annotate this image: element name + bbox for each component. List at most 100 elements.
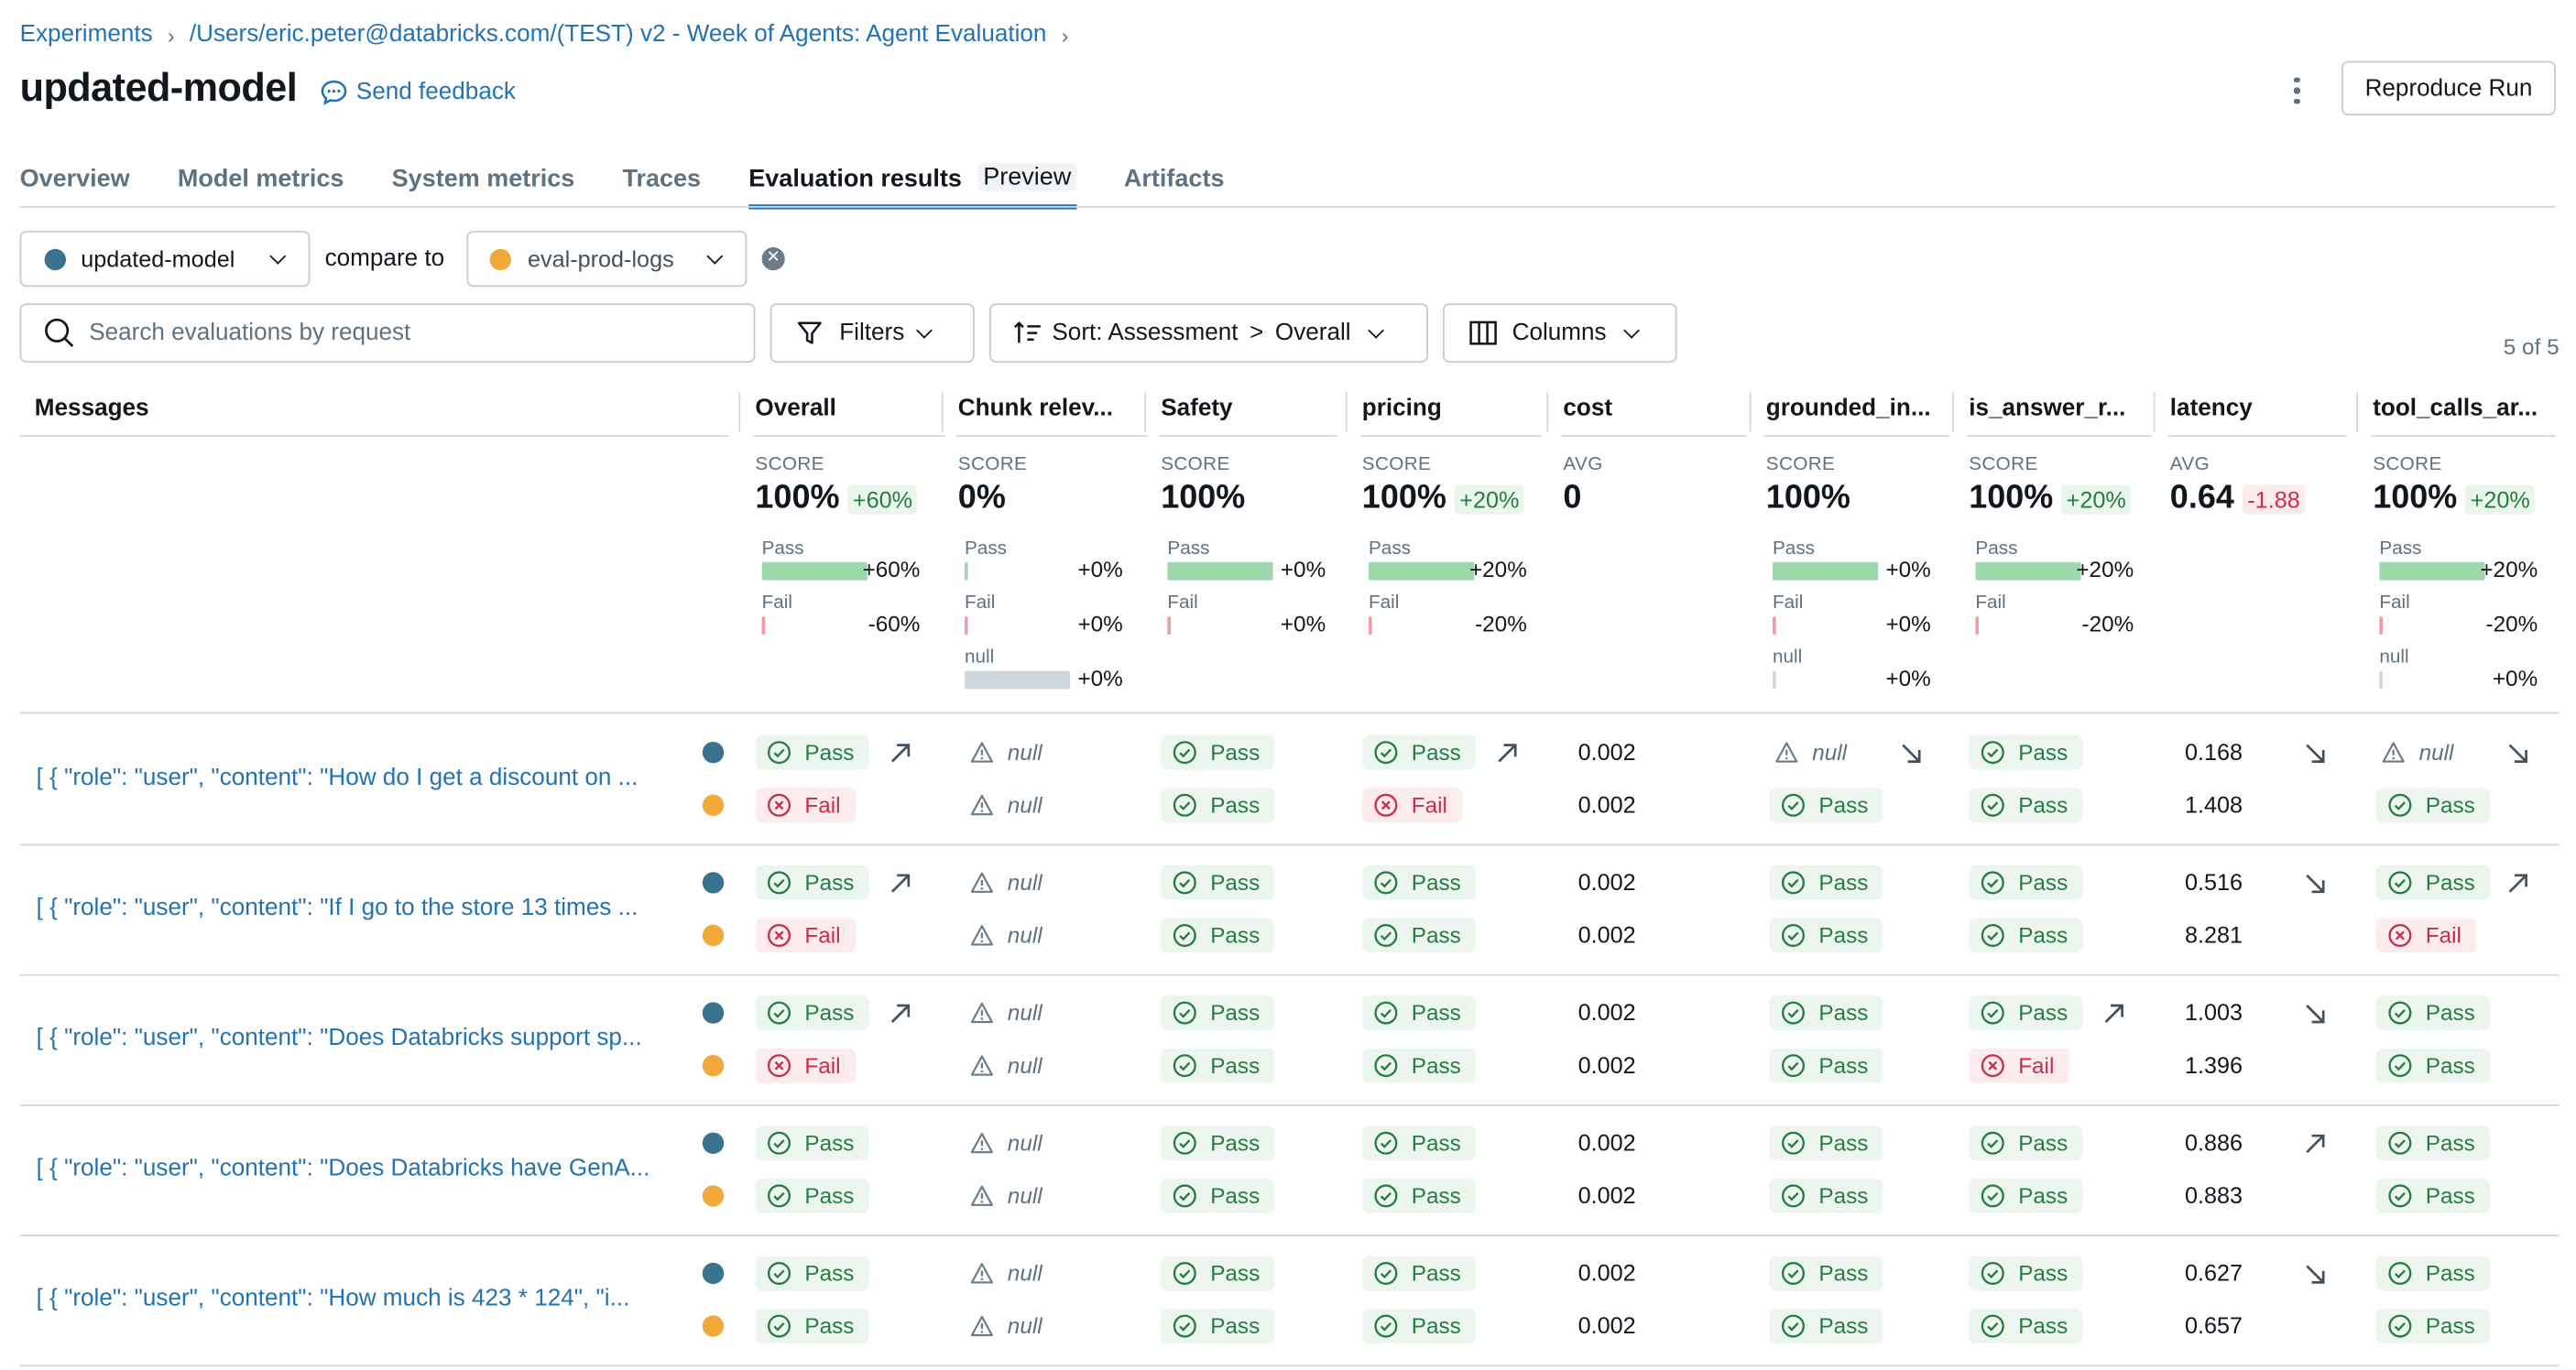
run-select-compare[interactable]: eval-prod-logs: [466, 231, 748, 288]
assessment-null-badge[interactable]: null: [1769, 735, 1861, 770]
request-message-link[interactable]: [ { "role": "user", "content": "Does Dat…: [36, 1155, 650, 1182]
column-header-tool-calls-ar[interactable]: tool_calls_ar...: [2373, 396, 2538, 422]
column-divider[interactable]: [2153, 392, 2156, 432]
assessment-pass-badge[interactable]: Pass: [1969, 865, 2083, 900]
assessment-pass-badge[interactable]: Pass: [1161, 788, 1275, 823]
column-header-latency[interactable]: latency: [2169, 396, 2253, 422]
column-divider[interactable]: [1546, 392, 1549, 432]
assessment-fail-badge[interactable]: Fail: [755, 788, 856, 823]
assessment-null-badge[interactable]: null: [965, 735, 1057, 770]
more-options-icon[interactable]: [2282, 72, 2311, 109]
column-header-pricing[interactable]: pricing: [1361, 396, 1442, 422]
tab-model-metrics[interactable]: Model metrics: [177, 165, 344, 193]
tab-traces[interactable]: Traces: [622, 165, 702, 193]
column-header-cost[interactable]: cost: [1563, 396, 1613, 422]
assessment-fail-badge[interactable]: Fail: [1361, 788, 1463, 823]
assessment-pass-badge[interactable]: Pass: [1969, 918, 2083, 953]
assessment-pass-badge[interactable]: Pass: [1361, 1048, 1477, 1083]
run-select-primary[interactable]: updated-model: [19, 231, 311, 288]
tab-overview[interactable]: Overview: [19, 165, 130, 193]
assessment-pass-badge[interactable]: Pass: [1361, 918, 1477, 953]
column-divider[interactable]: [941, 392, 944, 432]
tab-evaluation-results[interactable]: Evaluation results Preview: [748, 163, 1076, 210]
assessment-fail-badge[interactable]: Fail: [755, 918, 856, 953]
assessment-pass-badge[interactable]: Pass: [2375, 1179, 2491, 1213]
assessment-fail-badge[interactable]: Fail: [755, 1048, 856, 1083]
column-divider[interactable]: [1144, 392, 1146, 432]
breadcrumb-experiment-path[interactable]: /Users/eric.peter@databricks.com/(TEST) …: [189, 21, 1047, 49]
request-message-link[interactable]: [ { "role": "user", "content": "How do I…: [36, 765, 639, 791]
assessment-pass-badge[interactable]: Pass: [1161, 1309, 1275, 1343]
assessment-pass-badge[interactable]: Pass: [2375, 1048, 2491, 1083]
assessment-null-badge[interactable]: null: [965, 995, 1057, 1030]
assessment-pass-badge[interactable]: Pass: [1361, 1125, 1477, 1161]
assessment-fail-badge[interactable]: Fail: [1969, 1048, 2069, 1083]
assessment-null-badge[interactable]: null: [2376, 735, 2469, 770]
assessment-pass-badge[interactable]: Pass: [1161, 1125, 1275, 1161]
assessment-null-badge[interactable]: null: [965, 1256, 1057, 1291]
assessment-pass-badge[interactable]: Pass: [1161, 1048, 1275, 1083]
assessment-pass-badge[interactable]: Pass: [1161, 1179, 1275, 1213]
assessment-pass-badge[interactable]: Pass: [2375, 995, 2491, 1030]
assessment-pass-badge[interactable]: Pass: [1969, 788, 2083, 823]
assessment-null-badge[interactable]: null: [965, 788, 1057, 822]
assessment-pass-badge[interactable]: Pass: [1161, 865, 1275, 900]
assessment-pass-badge[interactable]: Pass: [1969, 1309, 2083, 1343]
assessment-pass-badge[interactable]: Pass: [1361, 734, 1477, 770]
column-divider[interactable]: [1952, 392, 1954, 432]
filters-button[interactable]: Filters: [770, 303, 975, 363]
send-feedback-link[interactable]: Send feedback: [320, 79, 516, 105]
clear-compare-icon[interactable]: ✕: [761, 247, 785, 271]
column-header-grounded-in[interactable]: grounded_in...: [1765, 396, 1931, 422]
assessment-pass-badge[interactable]: Pass: [1769, 1256, 1883, 1291]
column-header-is-answer-r[interactable]: is_answer_r...: [1969, 396, 2126, 422]
assessment-pass-badge[interactable]: Pass: [1161, 734, 1275, 770]
assessment-pass-badge[interactable]: Pass: [1769, 1179, 1883, 1213]
column-header-messages[interactable]: Messages: [34, 396, 149, 422]
assessment-pass-badge[interactable]: Pass: [1161, 1256, 1275, 1291]
assessment-pass-badge[interactable]: Pass: [1769, 995, 1883, 1030]
assessment-pass-badge[interactable]: Pass: [2375, 1125, 2491, 1161]
reproduce-run-button[interactable]: Reproduce Run: [2341, 60, 2556, 115]
request-message-link[interactable]: [ { "role": "user", "content": "Does Dat…: [36, 1025, 642, 1052]
assessment-fail-badge[interactable]: Fail: [2375, 918, 2477, 953]
assessment-pass-badge[interactable]: Pass: [755, 1309, 869, 1343]
assessment-pass-badge[interactable]: Pass: [755, 1125, 869, 1161]
assessment-pass-badge[interactable]: Pass: [1769, 918, 1883, 953]
assessment-pass-badge[interactable]: Pass: [1361, 995, 1477, 1030]
assessment-pass-badge[interactable]: Pass: [1769, 865, 1883, 900]
assessment-pass-badge[interactable]: Pass: [1969, 734, 2083, 770]
request-message-link[interactable]: [ { "role": "user", "content": "If I go …: [36, 895, 639, 922]
column-header-safety[interactable]: Safety: [1161, 396, 1233, 422]
assessment-pass-badge[interactable]: Pass: [755, 995, 869, 1030]
search-input[interactable]: Search evaluations by request: [19, 303, 756, 363]
columns-button[interactable]: Columns: [1443, 303, 1677, 363]
assessment-pass-badge[interactable]: Pass: [1969, 1256, 2083, 1291]
assessment-pass-badge[interactable]: Pass: [1969, 995, 2083, 1030]
tab-system-metrics[interactable]: System metrics: [391, 165, 575, 193]
assessment-pass-badge[interactable]: Pass: [755, 734, 869, 770]
assessment-pass-badge[interactable]: Pass: [1361, 1309, 1477, 1343]
column-header-overall[interactable]: Overall: [755, 396, 836, 422]
tab-artifacts[interactable]: Artifacts: [1123, 165, 1225, 193]
column-divider[interactable]: [1749, 392, 1752, 432]
assessment-pass-badge[interactable]: Pass: [2375, 788, 2491, 823]
request-message-link[interactable]: [ { "role": "user", "content": "How much…: [36, 1286, 630, 1312]
column-divider[interactable]: [2356, 392, 2358, 432]
assessment-pass-badge[interactable]: Pass: [1161, 918, 1275, 953]
column-divider[interactable]: [1345, 392, 1348, 432]
breadcrumb-experiments[interactable]: Experiments: [19, 21, 153, 49]
assessment-pass-badge[interactable]: Pass: [755, 1256, 869, 1291]
assessment-pass-badge[interactable]: Pass: [2375, 1256, 2491, 1291]
assessment-pass-badge[interactable]: Pass: [1769, 1048, 1883, 1083]
assessment-null-badge[interactable]: null: [965, 919, 1057, 953]
column-divider[interactable]: [738, 392, 741, 432]
assessment-pass-badge[interactable]: Pass: [755, 865, 869, 900]
assessment-pass-badge[interactable]: Pass: [1769, 1309, 1883, 1343]
assessment-pass-badge[interactable]: Pass: [1969, 1179, 2083, 1213]
assessment-null-badge[interactable]: null: [965, 1125, 1057, 1160]
assessment-pass-badge[interactable]: Pass: [1361, 1256, 1477, 1291]
assessment-pass-badge[interactable]: Pass: [1361, 1179, 1477, 1213]
assessment-pass-badge[interactable]: Pass: [1769, 788, 1883, 823]
assessment-null-badge[interactable]: null: [965, 1179, 1057, 1213]
